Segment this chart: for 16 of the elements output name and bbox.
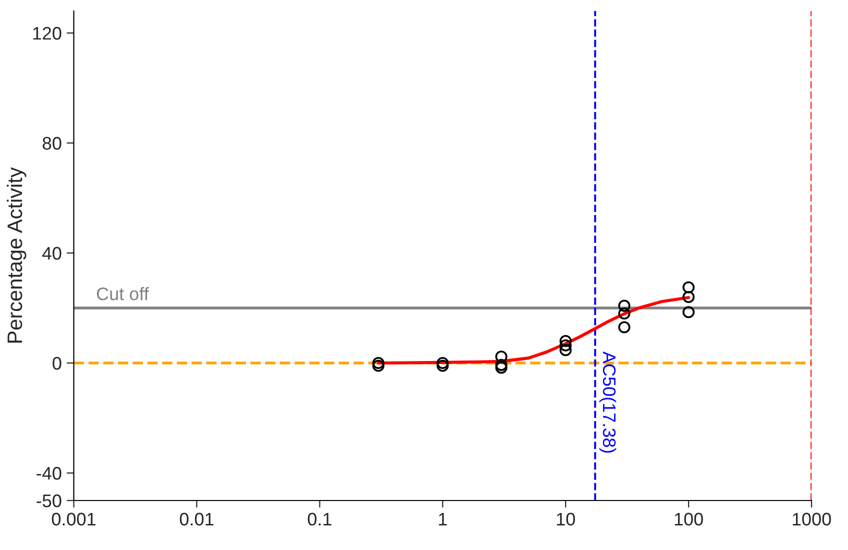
- y-tick-label: 80: [42, 136, 62, 150]
- x-tick-label: 1000: [792, 512, 831, 526]
- x-tick-label: 10: [556, 512, 575, 526]
- y-tick-label: 40: [42, 246, 62, 260]
- y-axis-title: Percentage Activity: [6, 167, 26, 343]
- y-tick-label: 120: [33, 26, 62, 40]
- y-tick-label: -40: [36, 466, 62, 480]
- x-tick-label: 0.01: [180, 512, 214, 526]
- x-tick-label: 1: [439, 512, 447, 526]
- x-tick-label: 0.1: [308, 512, 332, 526]
- ref-line-label: AC50(17.38): [599, 351, 616, 453]
- y-tick-label: 0: [52, 356, 62, 370]
- y-tick-label: -50: [36, 494, 62, 508]
- x-tick-label: 100: [674, 512, 703, 526]
- ref-line-label: Cut off: [96, 287, 149, 300]
- x-tick-label: 0.001: [52, 512, 96, 526]
